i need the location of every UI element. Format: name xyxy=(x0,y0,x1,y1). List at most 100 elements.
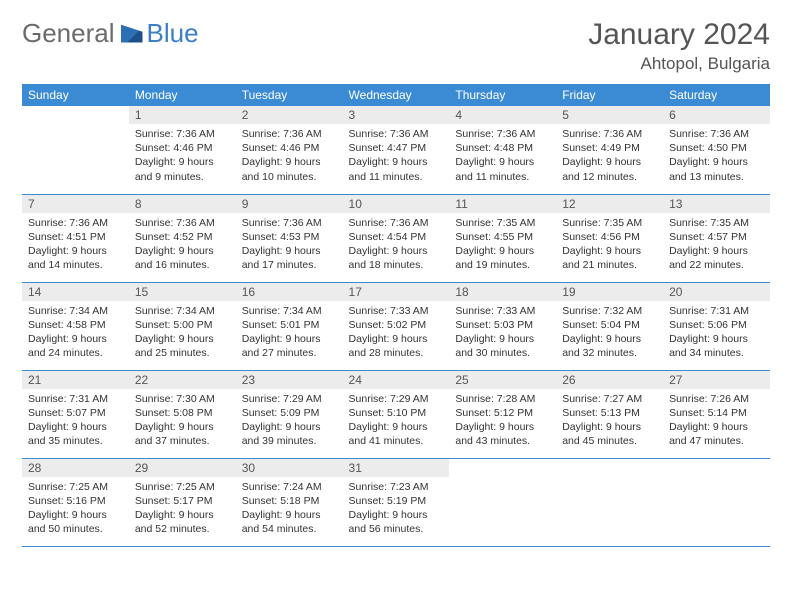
calendar-day-cell: 25 Sunrise: 7:28 AMSunset: 5:12 PMDayligh… xyxy=(449,370,556,458)
sunrise-text: Sunrise: 7:32 AM xyxy=(562,304,657,318)
day-number: 27 xyxy=(663,371,770,389)
sunrise-text: Sunrise: 7:34 AM xyxy=(28,304,123,318)
daylight-text-1: Daylight: 9 hours xyxy=(349,420,444,434)
day-info: Sunrise: 7:25 AMSunset: 5:16 PMDaylight:… xyxy=(22,477,129,541)
day-number: 26 xyxy=(556,371,663,389)
daylight-text-2: and 11 minutes. xyxy=(455,170,550,184)
day-number: 10 xyxy=(343,195,450,213)
day-number: 21 xyxy=(22,371,129,389)
day-info: Sunrise: 7:36 AMSunset: 4:46 PMDaylight:… xyxy=(129,124,236,188)
day-info: Sunrise: 7:36 AMSunset: 4:53 PMDaylight:… xyxy=(236,213,343,277)
sunset-text: Sunset: 5:09 PM xyxy=(242,406,337,420)
day-number: 15 xyxy=(129,283,236,301)
daylight-text-2: and 13 minutes. xyxy=(669,170,764,184)
calendar-day-cell: 1Sunrise: 7:36 AMSunset: 4:46 PMDaylight… xyxy=(129,106,236,194)
calendar-day-cell: 19Sunrise: 7:32 AMSunset: 5:04 PMDayligh… xyxy=(556,282,663,370)
calendar-day-cell: 23Sunrise: 7:29 AMSunset: 5:09 PMDayligh… xyxy=(236,370,343,458)
calendar-day-cell: 10Sunrise: 7:36 AMSunset: 4:54 PMDayligh… xyxy=(343,194,450,282)
calendar-day-cell: 11Sunrise: 7:35 AMSunset: 4:55 PMDayligh… xyxy=(449,194,556,282)
sunset-text: Sunset: 4:55 PM xyxy=(455,230,550,244)
calendar-day-cell: 5Sunrise: 7:36 AMSunset: 4:49 PMDaylight… xyxy=(556,106,663,194)
sunset-text: Sunset: 5:04 PM xyxy=(562,318,657,332)
daylight-text-1: Daylight: 9 hours xyxy=(669,332,764,346)
weekday-header: Monday xyxy=(129,84,236,106)
day-info: Sunrise: 7:29 AMSunset: 5:09 PMDaylight:… xyxy=(236,389,343,453)
day-info: Sunrise: 7:36 AMSunset: 4:54 PMDaylight:… xyxy=(343,213,450,277)
calendar-day-cell: 27Sunrise: 7:26 AMSunset: 5:14 PMDayligh… xyxy=(663,370,770,458)
weekday-header: Thursday xyxy=(449,84,556,106)
daylight-text-1: Daylight: 9 hours xyxy=(349,332,444,346)
daylight-text-2: and 39 minutes. xyxy=(242,434,337,448)
sunset-text: Sunset: 5:06 PM xyxy=(669,318,764,332)
calendar-day-cell: 13Sunrise: 7:35 AMSunset: 4:57 PMDayligh… xyxy=(663,194,770,282)
daylight-text-1: Daylight: 9 hours xyxy=(455,244,550,258)
sunrise-text: Sunrise: 7:28 AM xyxy=(455,392,550,406)
sunrise-text: Sunrise: 7:25 AM xyxy=(28,480,123,494)
daylight-text-1: Daylight: 9 hours xyxy=(455,420,550,434)
daylight-text-2: and 45 minutes. xyxy=(562,434,657,448)
daylight-text-2: and 22 minutes. xyxy=(669,258,764,272)
sunset-text: Sunset: 5:10 PM xyxy=(349,406,444,420)
day-info: Sunrise: 7:36 AMSunset: 4:46 PMDaylight:… xyxy=(236,124,343,188)
calendar-day-cell: 20Sunrise: 7:31 AMSunset: 5:06 PMDayligh… xyxy=(663,282,770,370)
daylight-text-1: Daylight: 9 hours xyxy=(28,420,123,434)
daylight-text-1: Daylight: 9 hours xyxy=(28,332,123,346)
weekday-header: Saturday xyxy=(663,84,770,106)
day-info: Sunrise: 7:29 AMSunset: 5:10 PMDaylight:… xyxy=(343,389,450,453)
sunset-text: Sunset: 4:48 PM xyxy=(455,141,550,155)
sunset-text: Sunset: 4:54 PM xyxy=(349,230,444,244)
day-number: 4 xyxy=(449,106,556,124)
day-info: Sunrise: 7:35 AMSunset: 4:56 PMDaylight:… xyxy=(556,213,663,277)
day-number: 6 xyxy=(663,106,770,124)
daylight-text-2: and 50 minutes. xyxy=(28,522,123,536)
title-block: January 2024 Ahtopol, Bulgaria xyxy=(588,18,770,74)
page-title: January 2024 xyxy=(588,18,770,52)
sunrise-text: Sunrise: 7:26 AM xyxy=(669,392,764,406)
calendar-day-cell: 16Sunrise: 7:34 AMSunset: 5:01 PMDayligh… xyxy=(236,282,343,370)
calendar-day-cell xyxy=(22,106,129,194)
day-info: Sunrise: 7:36 AMSunset: 4:51 PMDaylight:… xyxy=(22,213,129,277)
daylight-text-1: Daylight: 9 hours xyxy=(455,155,550,169)
daylight-text-2: and 28 minutes. xyxy=(349,346,444,360)
sunrise-text: Sunrise: 7:34 AM xyxy=(135,304,230,318)
sunrise-text: Sunrise: 7:36 AM xyxy=(135,216,230,230)
sunrise-text: Sunrise: 7:27 AM xyxy=(562,392,657,406)
day-info: Sunrise: 7:34 AMSunset: 5:01 PMDaylight:… xyxy=(236,301,343,365)
sunrise-text: Sunrise: 7:34 AM xyxy=(242,304,337,318)
daylight-text-2: and 54 minutes. xyxy=(242,522,337,536)
daylight-text-1: Daylight: 9 hours xyxy=(669,420,764,434)
calendar-day-cell: 2Sunrise: 7:36 AMSunset: 4:46 PMDaylight… xyxy=(236,106,343,194)
weekday-header: Tuesday xyxy=(236,84,343,106)
daylight-text-2: and 56 minutes. xyxy=(349,522,444,536)
day-number: 13 xyxy=(663,195,770,213)
daylight-text-2: and 17 minutes. xyxy=(242,258,337,272)
calendar-day-cell xyxy=(449,458,556,546)
day-number: 25 xyxy=(449,371,556,389)
sunset-text: Sunset: 4:46 PM xyxy=(242,141,337,155)
daylight-text-1: Daylight: 9 hours xyxy=(242,244,337,258)
sunset-text: Sunset: 5:02 PM xyxy=(349,318,444,332)
day-info: Sunrise: 7:30 AMSunset: 5:08 PMDaylight:… xyxy=(129,389,236,453)
daylight-text-2: and 18 minutes. xyxy=(349,258,444,272)
daylight-text-2: and 41 minutes. xyxy=(349,434,444,448)
daylight-text-1: Daylight: 9 hours xyxy=(562,332,657,346)
daylight-text-1: Daylight: 9 hours xyxy=(28,508,123,522)
sunset-text: Sunset: 5:00 PM xyxy=(135,318,230,332)
day-info: Sunrise: 7:33 AMSunset: 5:03 PMDaylight:… xyxy=(449,301,556,365)
calendar-table: Sunday Monday Tuesday Wednesday Thursday… xyxy=(22,84,770,547)
sunrise-text: Sunrise: 7:31 AM xyxy=(28,392,123,406)
day-info: Sunrise: 7:35 AMSunset: 4:57 PMDaylight:… xyxy=(663,213,770,277)
day-number: 18 xyxy=(449,283,556,301)
sunrise-text: Sunrise: 7:35 AM xyxy=(669,216,764,230)
calendar-day-cell: 29Sunrise: 7:25 AMSunset: 5:17 PMDayligh… xyxy=(129,458,236,546)
sunset-text: Sunset: 4:46 PM xyxy=(135,141,230,155)
sunset-text: Sunset: 4:58 PM xyxy=(28,318,123,332)
daylight-text-2: and 11 minutes. xyxy=(349,170,444,184)
sunrise-text: Sunrise: 7:23 AM xyxy=(349,480,444,494)
sunset-text: Sunset: 5:12 PM xyxy=(455,406,550,420)
day-number: 1 xyxy=(129,106,236,124)
calendar-day-cell: 22Sunrise: 7:30 AMSunset: 5:08 PMDayligh… xyxy=(129,370,236,458)
day-info: Sunrise: 7:36 AMSunset: 4:47 PMDaylight:… xyxy=(343,124,450,188)
day-number: 29 xyxy=(129,459,236,477)
daylight-text-2: and 12 minutes. xyxy=(562,170,657,184)
